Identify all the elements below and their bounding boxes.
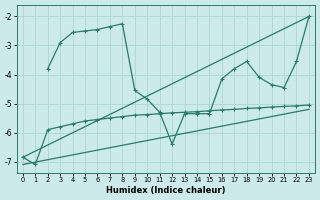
X-axis label: Humidex (Indice chaleur): Humidex (Indice chaleur) bbox=[106, 186, 226, 195]
